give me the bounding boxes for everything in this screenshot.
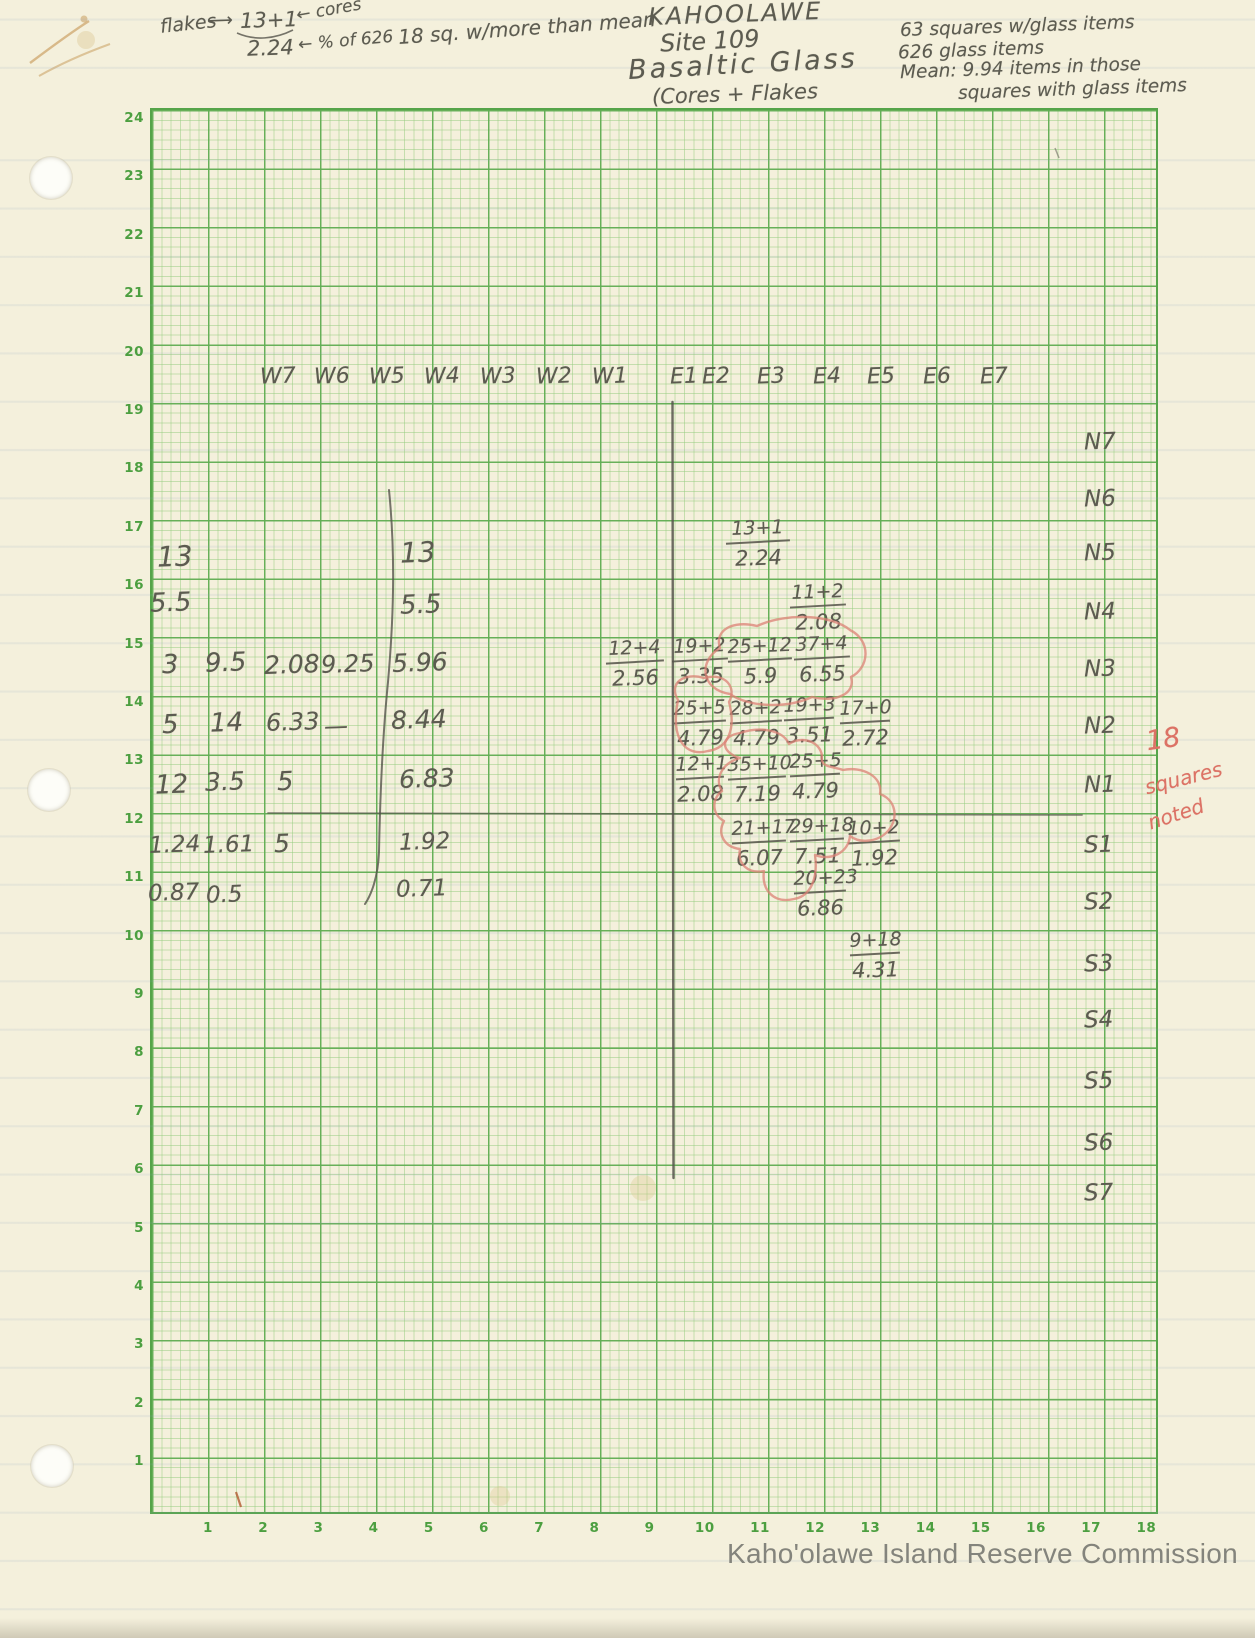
pencil-curved-vertical-line: [364, 489, 395, 905]
axis-bottom-number: 11: [750, 1520, 770, 1536]
hole-punch-bottom: [31, 1445, 73, 1487]
axis-left-number: 22: [124, 226, 144, 243]
hole-punch-middle: [28, 769, 70, 811]
red-outline-loop: [704, 615, 867, 707]
paper-stain: [77, 31, 95, 49]
axis-left-number: 13: [124, 752, 144, 769]
axis-left-number: 12: [124, 810, 144, 827]
axis-left-number: 5: [134, 1219, 144, 1236]
paper-stain: [630, 1175, 656, 1201]
axis-bottom-number: 10: [694, 1520, 715, 1536]
axis-bottom-number: 13: [860, 1520, 881, 1536]
axis-bottom-number: 3: [313, 1520, 324, 1536]
axis-bottom-number: 6: [479, 1520, 489, 1536]
axis-left-number: 1: [134, 1453, 144, 1470]
pencil-underline-flakes-fraction: [236, 29, 294, 39]
axis-bottom-number: 2: [258, 1520, 269, 1536]
graph-paper-grid: [150, 108, 1158, 1514]
axis-left-number: 21: [124, 285, 144, 302]
red-outline-loop: [713, 728, 896, 902]
pencil-tick-mark: [1054, 147, 1060, 159]
axis-left-number: 8: [134, 1044, 144, 1061]
axis-left-number: 7: [134, 1102, 144, 1119]
axis-bottom-number: 9: [644, 1520, 655, 1536]
axis-bottom-number: 7: [534, 1520, 545, 1536]
axis-bottom-number: 5: [423, 1520, 434, 1536]
axis-left-number: 16: [124, 577, 144, 594]
axis-left-number: 17: [124, 518, 144, 535]
axis-left-number: 2: [134, 1394, 144, 1411]
axis-bottom-number: 15: [970, 1520, 991, 1536]
axis-left-number: 15: [124, 635, 144, 652]
rust-spot: [80, 15, 88, 23]
axis-left-number: 20: [124, 343, 144, 360]
watermark-commission: Kaho'olawe Island Reserve Commission: [727, 1538, 1239, 1569]
axis-left-number: 9: [134, 986, 144, 1002]
axis-left-number: 14: [124, 694, 144, 710]
axis-bottom-number: 8: [589, 1520, 600, 1536]
pencil-axis-vertical-line: [671, 400, 675, 1180]
axis-bottom-number: 1: [203, 1520, 213, 1536]
axis-bottom-number: 16: [1026, 1520, 1046, 1536]
axis-left-number: 6: [134, 1161, 144, 1178]
axis-left-number: 19: [124, 402, 144, 418]
paper-stain: [490, 1486, 510, 1506]
axis-left-number: 4: [134, 1278, 144, 1294]
axis-bottom-number: 18: [1136, 1520, 1157, 1536]
axis-left-number: 11: [124, 869, 144, 886]
pencil-horizontal-line: [267, 812, 1083, 816]
red-outline-loop: [673, 675, 733, 754]
axis-left-number: 18: [124, 460, 144, 477]
axis-bottom-number: 17: [1081, 1520, 1102, 1536]
axis-left-number: 10: [124, 927, 144, 944]
rust-scratch-mark: [29, 19, 90, 64]
axis-left-number: 24: [124, 110, 144, 126]
paper-bottom-edge: [0, 1618, 1255, 1638]
axis-bottom-number: 4: [368, 1520, 379, 1536]
axis-bottom-number: 14: [915, 1520, 936, 1536]
orange-tick-mark: [234, 1491, 243, 1508]
axis-left-number: 3: [134, 1336, 144, 1353]
axis-bottom-number: 12: [805, 1520, 826, 1536]
axis-left-number: 23: [124, 168, 144, 185]
rust-scratch-mark: [38, 43, 111, 77]
hole-punch-top: [30, 157, 72, 199]
